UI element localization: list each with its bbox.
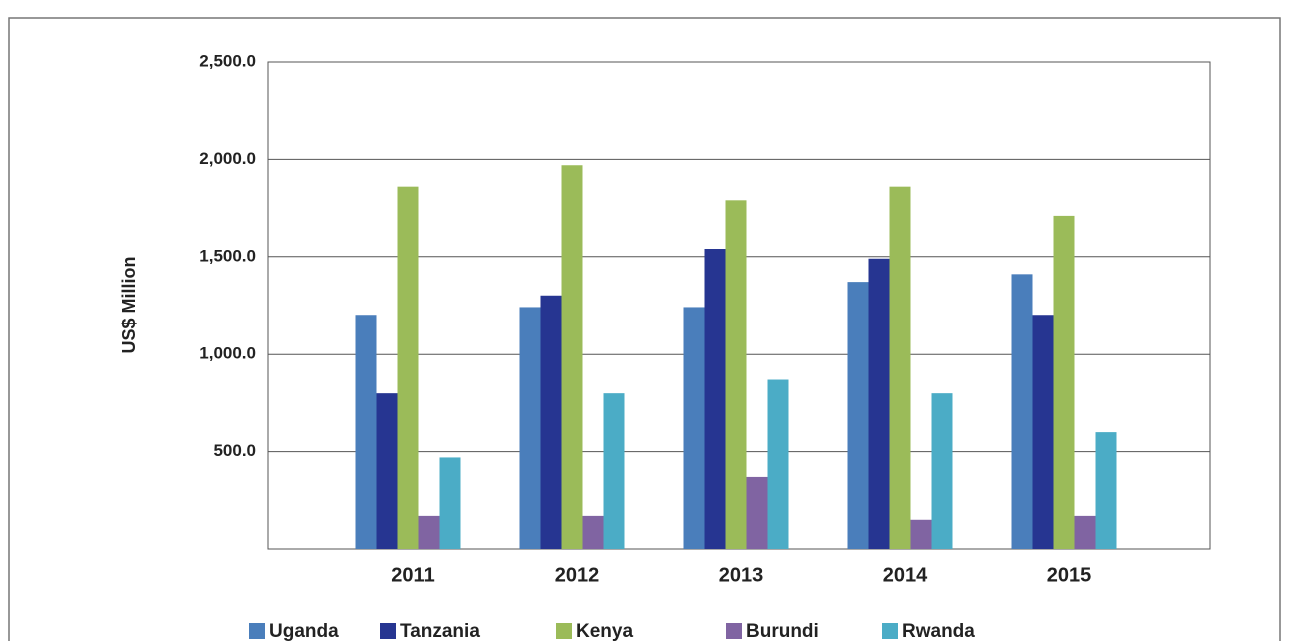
- bar: [1095, 432, 1117, 549]
- bar: [582, 515, 604, 549]
- bar: [1032, 315, 1054, 549]
- legend-swatch: [380, 623, 396, 639]
- bar: [931, 393, 953, 549]
- legend-swatch: [882, 623, 898, 639]
- bar: [704, 249, 726, 549]
- legend-swatch: [249, 623, 265, 639]
- x-tick-label: 2015: [1047, 564, 1092, 586]
- bar: [683, 307, 705, 549]
- bar: [355, 315, 377, 549]
- legend-swatch: [556, 623, 572, 639]
- y-tick-label: 2,000.0: [199, 149, 256, 168]
- bar: [561, 165, 583, 549]
- x-tick-label: 2014: [883, 564, 928, 586]
- legend-label: Tanzania: [400, 621, 480, 641]
- bar: [439, 457, 461, 549]
- y-tick-label: 1,500.0: [199, 246, 256, 265]
- bar: [725, 200, 747, 550]
- bar: [746, 476, 768, 549]
- x-tick-label: 2011: [391, 564, 434, 586]
- y-tick-label: 500.0: [213, 441, 256, 460]
- bar: [603, 393, 625, 549]
- legend-label: Rwanda: [902, 621, 975, 641]
- bar: [910, 519, 932, 549]
- bar: [868, 258, 890, 549]
- bar: [889, 186, 911, 549]
- bar: [519, 307, 541, 549]
- y-tick-label: 2,500.0: [199, 51, 256, 70]
- y-tick-label: 1,000.0: [199, 344, 256, 363]
- bar: [540, 295, 562, 549]
- y-axis-title: US$ Million: [119, 256, 139, 353]
- bar: [376, 393, 398, 549]
- bar: [1074, 515, 1096, 549]
- bar: [1011, 274, 1033, 549]
- bar: [397, 186, 419, 549]
- x-tick-label: 2012: [555, 564, 600, 586]
- bar: [767, 379, 789, 549]
- x-tick-label: 2013: [719, 564, 764, 586]
- bar: [1053, 215, 1075, 549]
- legend-label: Burundi: [746, 621, 819, 641]
- legend-label: Uganda: [269, 621, 339, 641]
- legend-swatch: [726, 623, 742, 639]
- bar: [847, 282, 869, 549]
- legend-label: Kenya: [576, 621, 633, 641]
- bar: [418, 515, 440, 549]
- frame: [8, 17, 1281, 641]
